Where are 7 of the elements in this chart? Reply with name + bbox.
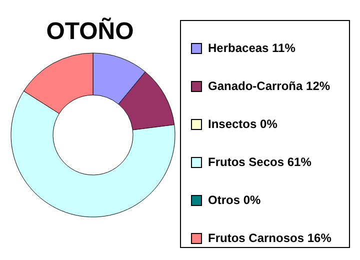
legend-label: Otros 0% bbox=[208, 193, 261, 207]
legend-label: Insectos 0% bbox=[208, 117, 278, 131]
legend-label: Herbaceas 11% bbox=[208, 41, 296, 55]
chart-title: OTOÑO bbox=[45, 18, 135, 46]
legend-label: Frutos Secos 61% bbox=[208, 155, 312, 169]
legend-label: Frutos Carnosos 16% bbox=[208, 231, 332, 245]
legend-label: Ganado-Carroña 12% bbox=[208, 79, 330, 93]
